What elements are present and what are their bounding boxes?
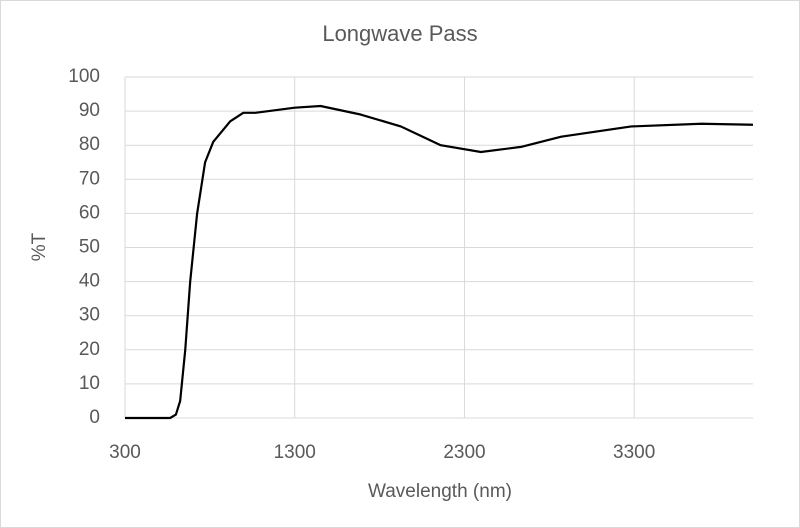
x-tick-label: 2300: [443, 442, 485, 463]
y-tick-label: 20: [79, 339, 100, 360]
x-tick-label: 3300: [613, 442, 655, 463]
line-series: [125, 104, 754, 420]
y-tick-label: 40: [79, 271, 100, 292]
y-tick-label: 90: [79, 100, 100, 121]
x-tick-label: 300: [109, 442, 141, 463]
y-tick-label: 50: [79, 237, 100, 258]
y-tick-label: 0: [89, 407, 100, 428]
y-tick-label: 30: [79, 305, 100, 326]
y-tick-label: 70: [79, 168, 100, 189]
y-axis-label: %T: [29, 232, 50, 261]
chart-title: Longwave Pass: [322, 21, 477, 46]
y-tick-label: 100: [68, 66, 100, 87]
x-tick-label: 1300: [274, 442, 316, 463]
y-tick-label: 80: [79, 134, 100, 155]
x-axis-label: Wavelength (nm): [368, 481, 512, 502]
y-tick-label: 10: [79, 373, 100, 394]
y-tick-label: 60: [79, 202, 100, 223]
